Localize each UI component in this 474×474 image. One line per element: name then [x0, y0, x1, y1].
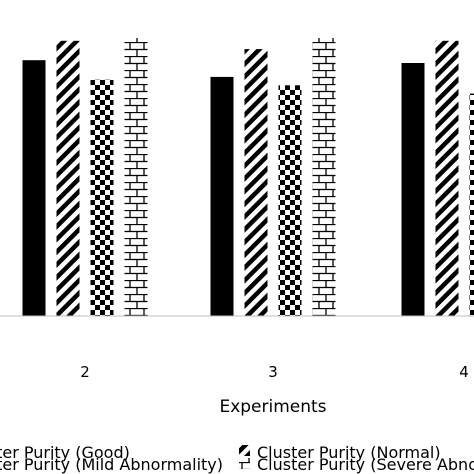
bar-exp2-series2 [56, 40, 80, 317]
bar-exp4-series2 [435, 40, 459, 317]
legend-label-normal: Cluster Purity (Normal) [257, 443, 441, 462]
bar-exp2-series1 [22, 60, 46, 317]
bar-exp3-series3 [278, 85, 302, 316]
legend-item-severe: Cluster Purity (Severe Abnormality) [239, 455, 474, 474]
legend-swatch-normal [239, 445, 250, 456]
bar-exp4-series3 [469, 93, 474, 316]
legend-item-good: Cluster Purity (Good) [0, 443, 130, 462]
bar-exp3-series2 [244, 49, 268, 316]
legend-label-good: Cluster Purity (Good) [0, 443, 130, 462]
legend-label-mild: Cluster Purity (Mild Abnormality) [0, 455, 223, 474]
legend: Cluster Purity (Good) Cluster Purity (No… [0, 443, 474, 474]
legend-label-severe: Cluster Purity (Severe Abnormality) [257, 455, 474, 474]
bar-exp2-series4 [124, 38, 148, 316]
x-tick-labels: 1234 [80, 363, 469, 381]
bar-exp3-series4 [312, 38, 336, 316]
bars-layer [22, 38, 474, 317]
legend-swatch-severe [239, 458, 250, 469]
legend-item-normal: Cluster Purity (Normal) [239, 443, 441, 462]
legend-item-mild: Cluster Purity (Mild Abnormality) [0, 455, 223, 474]
x-tick-label: 4 [459, 363, 469, 381]
bar-exp3-series1 [210, 76, 234, 317]
x-axis-title: Experiments [219, 397, 326, 417]
x-tick-label: 3 [268, 363, 278, 381]
bar-exp2-series3 [90, 79, 114, 316]
x-tick-label: 2 [80, 363, 90, 381]
bar-exp4-series1 [401, 63, 425, 316]
